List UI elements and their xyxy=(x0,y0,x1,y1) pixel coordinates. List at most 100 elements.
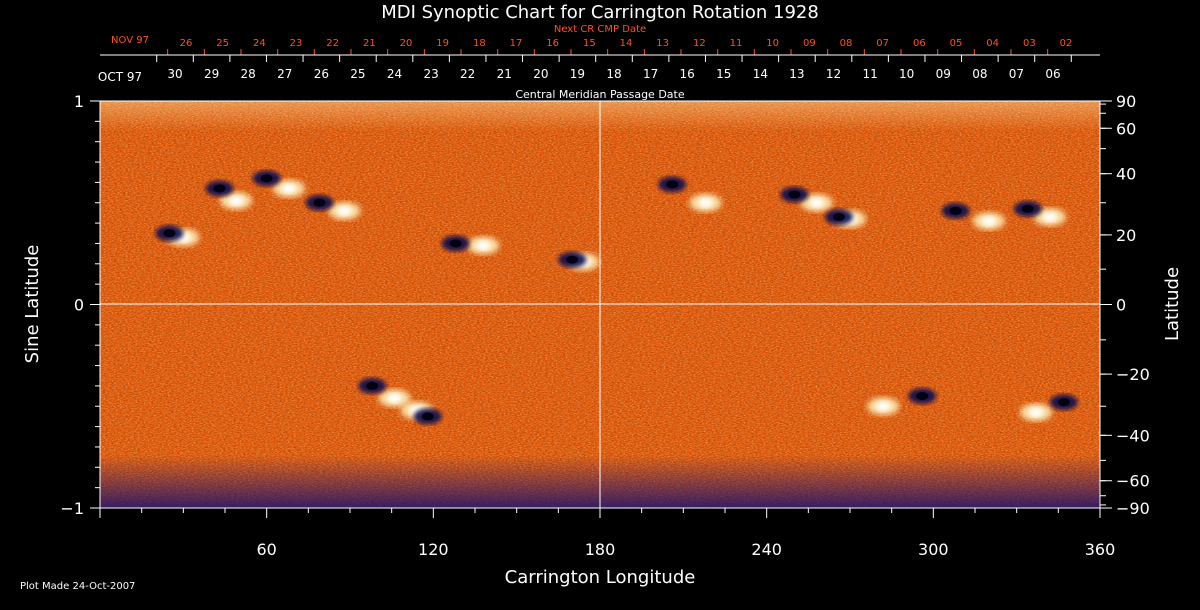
y-right-tick-label-0: 0 xyxy=(1116,296,1126,315)
top-date-13-17: 13 xyxy=(789,67,804,81)
next-cr-date-18-8: 18 xyxy=(473,38,486,49)
region-negative-core-8 xyxy=(832,212,845,221)
y-right-tick-label-40: 40 xyxy=(1116,165,1136,184)
next-cr-date-19-7: 19 xyxy=(436,38,449,49)
region-positive-core-3 xyxy=(337,205,352,216)
top-date-22-8: 22 xyxy=(460,67,475,81)
next-cr-date-05-21: 05 xyxy=(950,38,963,49)
active-regions xyxy=(155,170,1078,425)
region-negative-core-3 xyxy=(313,198,326,207)
y-left-axis: 1 0 −1 xyxy=(60,92,100,518)
y-right-tick-label--20: −20 xyxy=(1116,365,1150,384)
top-date-20-10: 20 xyxy=(533,67,548,81)
plot-made-note: Plot Made 24-Oct-2007 xyxy=(20,581,135,592)
next-cr-date-26-0: 26 xyxy=(180,38,193,49)
chart-title: MDI Synoptic Chart for Carrington Rotati… xyxy=(381,2,819,23)
y-left-tick-label--1: −1 xyxy=(60,499,84,518)
next-cr-date-labels: 26 25 24 23 22 21 20 19 18 17 16 15 14 13 12 11 10 09 08 07… xyxy=(180,38,1073,49)
top-date-23-7: 23 xyxy=(423,67,438,81)
next-cr-date-04-22: 04 xyxy=(986,38,999,49)
y-right-tick-label-60: 60 xyxy=(1116,119,1136,138)
next-cr-date-11-15: 11 xyxy=(730,38,743,49)
y-right-tick-label-90: 90 xyxy=(1116,92,1136,111)
region-negative-core-13 xyxy=(916,392,929,401)
region-negative-core-14 xyxy=(1057,398,1070,407)
top-date-11-19: 11 xyxy=(862,67,877,81)
top-date-18-12: 18 xyxy=(606,67,621,81)
next-cr-date-03-23: 03 xyxy=(1023,38,1036,49)
region-positive-core-13 xyxy=(876,401,891,412)
next-cr-date-16-10: 16 xyxy=(546,38,559,49)
x-tick-label-120: 120 xyxy=(418,540,449,559)
region-positive-core-7 xyxy=(809,197,824,208)
x-tick-label-240: 240 xyxy=(751,540,782,559)
region-positive-core-1 xyxy=(229,195,244,206)
top-date-19-11: 19 xyxy=(570,67,585,81)
next-cr-date-07-19: 07 xyxy=(876,38,889,49)
x-axis-label: Carrington Longitude xyxy=(505,567,696,588)
y-right-axis: 90 60 40 20 0 −20 −40 −60 −90 xyxy=(1100,92,1150,518)
top-date-21-9: 21 xyxy=(497,67,512,81)
region-positive-core-2 xyxy=(281,183,296,194)
y-left-tick-label-0: 0 xyxy=(74,296,84,315)
top-date-ticks xyxy=(156,55,1072,62)
region-positive-core-14 xyxy=(1029,407,1044,418)
top-date-26-4: 26 xyxy=(314,67,329,81)
next-cr-month: NOV 97 xyxy=(111,35,149,46)
top-date-07-23: 07 xyxy=(1009,67,1024,81)
x-tick-label-360: 360 xyxy=(1085,540,1116,559)
top-date-16-14: 16 xyxy=(680,67,695,81)
top-date-12-18: 12 xyxy=(826,67,841,81)
y-right-axis-label: Latitude xyxy=(1162,267,1183,341)
region-negative-core-7 xyxy=(788,190,801,199)
region-negative-core-0 xyxy=(163,229,176,238)
top-date-27-3: 27 xyxy=(277,67,292,81)
region-positive-core-10 xyxy=(1043,211,1057,222)
top-date-30-0: 30 xyxy=(167,67,182,81)
next-cr-date-12-14: 12 xyxy=(693,38,706,49)
next-cr-date-24-2: 24 xyxy=(253,38,266,49)
x-tick-label-60: 60 xyxy=(256,540,276,559)
next-cr-date-10-16: 10 xyxy=(766,38,779,49)
region-negative-core-1 xyxy=(213,184,226,193)
top-date-06-24: 06 xyxy=(1045,67,1060,81)
next-cr-date-22-4: 22 xyxy=(326,38,339,49)
region-positive-core-11 xyxy=(387,393,402,404)
y-left-tick-label-1: 1 xyxy=(74,92,84,111)
top-date-29-1: 29 xyxy=(204,67,219,81)
region-negative-core-2 xyxy=(260,174,273,183)
x-tick-label-180: 180 xyxy=(585,540,616,559)
region-negative-core-5 xyxy=(566,255,579,264)
y-right-tick-label--90: −90 xyxy=(1116,499,1150,518)
region-positive-core-4 xyxy=(476,240,491,251)
next-cr-date-02-24: 02 xyxy=(1060,38,1073,49)
top-date-14-16: 14 xyxy=(753,67,768,81)
y-left-axis-label: Sine Latitude xyxy=(22,245,43,364)
next-cr-date-15-11: 15 xyxy=(583,38,596,49)
next-cr-label: Next CR CMP Date xyxy=(554,24,646,35)
next-cr-date-21-5: 21 xyxy=(363,38,376,49)
top-date-10-20: 10 xyxy=(899,67,914,81)
next-cr-date-08-18: 08 xyxy=(840,38,853,49)
top-date-15-15: 15 xyxy=(716,67,731,81)
x-tick-label-300: 300 xyxy=(918,540,949,559)
next-cr-date-17-9: 17 xyxy=(510,38,523,49)
next-cr-date-23-3: 23 xyxy=(290,38,303,49)
region-positive-core-9 xyxy=(981,216,996,227)
top-date-09-21: 09 xyxy=(936,67,951,81)
next-cr-date-20-6: 20 xyxy=(400,38,413,49)
x-axis-ticks: 60 120 180 240 300 360 xyxy=(99,508,1116,559)
region-negative-core-10 xyxy=(1021,204,1034,213)
top-date-24-6: 24 xyxy=(387,67,402,81)
next-cr-date-14-12: 14 xyxy=(620,38,633,49)
next-cr-date-13-13: 13 xyxy=(656,38,669,49)
region-negative-core-4 xyxy=(449,239,462,248)
top-axis-label: Central Meridian Passage Date xyxy=(515,88,684,101)
top-date-25-5: 25 xyxy=(350,67,365,81)
next-cr-date-09-17: 09 xyxy=(803,38,816,49)
region-negative-core-11 xyxy=(366,381,379,390)
y-right-tick-label-20: 20 xyxy=(1116,226,1136,245)
region-negative-core-12 xyxy=(421,412,434,421)
